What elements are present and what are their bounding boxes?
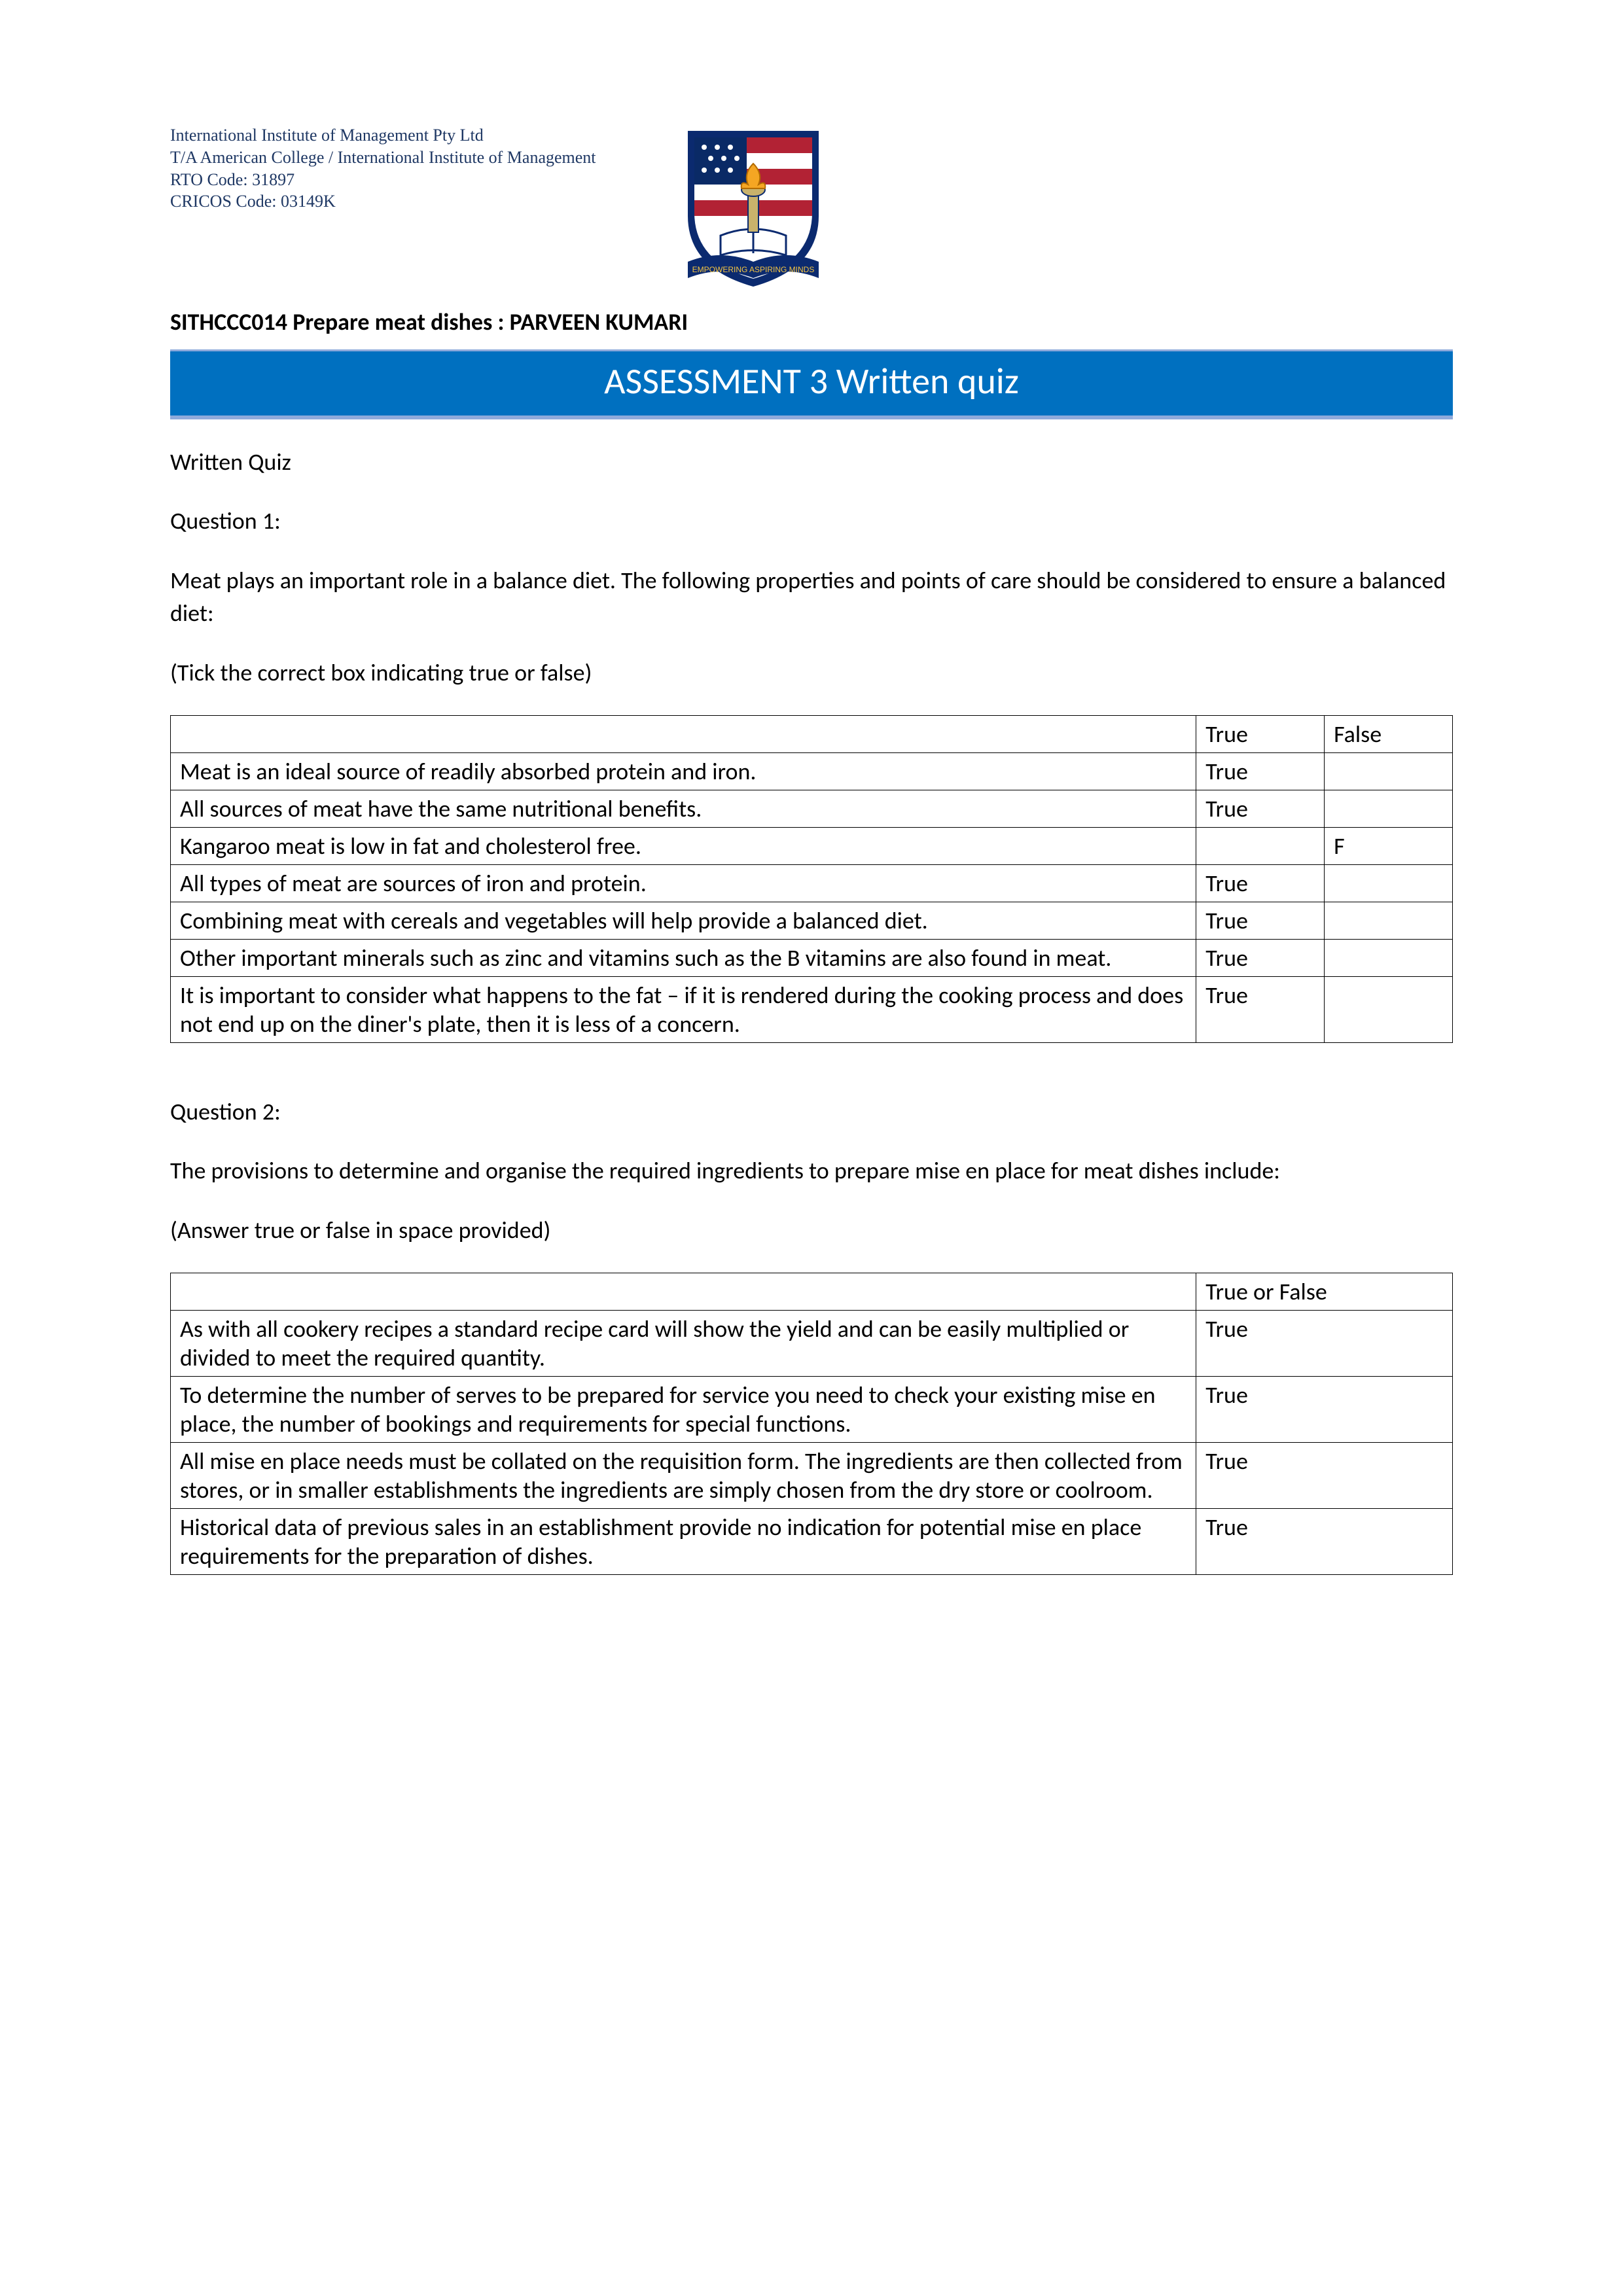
q1-statement: Other important minerals such as zinc an… [171, 939, 1196, 976]
header-true: True [1196, 715, 1325, 752]
question-1-table: True False Meat is an ideal source of re… [170, 715, 1453, 1043]
q1-statement: It is important to consider what happens… [171, 976, 1196, 1042]
q1-true-cell[interactable] [1196, 827, 1325, 864]
section-heading: Written Quiz [170, 446, 1453, 478]
table-row: As with all cookery recipes a standard r… [171, 1311, 1453, 1377]
q2-statement: As with all cookery recipes a standard r… [171, 1311, 1196, 1377]
q2-statement: All mise en place needs must be collated… [171, 1443, 1196, 1509]
header-blank [171, 715, 1196, 752]
q2-statement: To determine the number of serves to be … [171, 1377, 1196, 1443]
q1-statement: Combining meat with cereals and vegetabl… [171, 902, 1196, 939]
q2-answer-cell[interactable]: True [1196, 1509, 1453, 1575]
table-row: All mise en place needs must be collated… [171, 1443, 1453, 1509]
q2-answer-cell[interactable]: True [1196, 1311, 1453, 1377]
q1-statement: Meat is an ideal source of readily absor… [171, 752, 1196, 790]
q1-false-cell[interactable] [1325, 976, 1453, 1042]
q1-false-cell[interactable] [1325, 902, 1453, 939]
question-1-intro: Meat plays an important role in a balanc… [170, 564, 1453, 630]
table-row: Kangaroo meat is low in fat and choleste… [171, 827, 1453, 864]
table-row: Combining meat with cereals and vegetabl… [171, 902, 1453, 939]
q2-answer-cell[interactable]: True [1196, 1377, 1453, 1443]
institute-info: International Institute of Management Pt… [170, 118, 596, 213]
unit-title: SITHCCC014 Prepare meat dishes : PARVEEN… [170, 308, 1453, 336]
table-row: To determine the number of serves to be … [171, 1377, 1453, 1443]
table-row: It is important to consider what happens… [171, 976, 1453, 1042]
table-row: Meat is an ideal source of readily absor… [171, 752, 1453, 790]
q1-true-cell[interactable]: True [1196, 939, 1325, 976]
question-2-table: True or False As with all cookery recipe… [170, 1273, 1453, 1575]
question-1-label: Question 1: [170, 504, 1453, 537]
institute-line-2: T/A American College / International Ins… [170, 147, 596, 169]
table-row: All types of meat are sources of iron an… [171, 864, 1453, 902]
header-answer: True or False [1196, 1273, 1453, 1311]
institute-line-4: CRICOS Code: 03149K [170, 190, 596, 213]
q2-statement: Historical data of previous sales in an … [171, 1509, 1196, 1575]
college-logo: EMPOWERING ASPIRING MINDS [675, 118, 832, 288]
q1-true-cell[interactable]: True [1196, 864, 1325, 902]
q1-true-cell[interactable]: True [1196, 790, 1325, 827]
svg-text:EMPOWERING ASPIRING MINDS: EMPOWERING ASPIRING MINDS [692, 265, 814, 274]
institute-line-1: International Institute of Management Pt… [170, 124, 596, 147]
question-2-intro: The provisions to determine and organise… [170, 1154, 1453, 1187]
q1-true-cell[interactable]: True [1196, 976, 1325, 1042]
document-header: International Institute of Management Pt… [170, 118, 1453, 288]
header-false: False [1325, 715, 1453, 752]
q1-false-cell[interactable] [1325, 752, 1453, 790]
table-header-row: True False [171, 715, 1453, 752]
q1-true-cell[interactable]: True [1196, 752, 1325, 790]
table-row: Historical data of previous sales in an … [171, 1509, 1453, 1575]
q1-false-cell[interactable] [1325, 790, 1453, 827]
table-header-row: True or False [171, 1273, 1453, 1311]
question-2-label: Question 2: [170, 1095, 1453, 1128]
table-row: All sources of meat have the same nutrit… [171, 790, 1453, 827]
institute-line-3: RTO Code: 31897 [170, 169, 596, 191]
q1-statement: All types of meat are sources of iron an… [171, 864, 1196, 902]
assessment-banner: ASSESSMENT 3 Written quiz [170, 349, 1453, 419]
q1-statement: Kangaroo meat is low in fat and choleste… [171, 827, 1196, 864]
question-2-instruction: (Answer true or false in space provided) [170, 1214, 1453, 1246]
q1-false-cell[interactable] [1325, 939, 1453, 976]
q1-statement: All sources of meat have the same nutrit… [171, 790, 1196, 827]
q1-false-cell[interactable]: F [1325, 827, 1453, 864]
q2-answer-cell[interactable]: True [1196, 1443, 1453, 1509]
question-1-instruction: (Tick the correct box indicating true or… [170, 656, 1453, 689]
q1-true-cell[interactable]: True [1196, 902, 1325, 939]
q1-false-cell[interactable] [1325, 864, 1453, 902]
table-row: Other important minerals such as zinc an… [171, 939, 1453, 976]
header-blank [171, 1273, 1196, 1311]
